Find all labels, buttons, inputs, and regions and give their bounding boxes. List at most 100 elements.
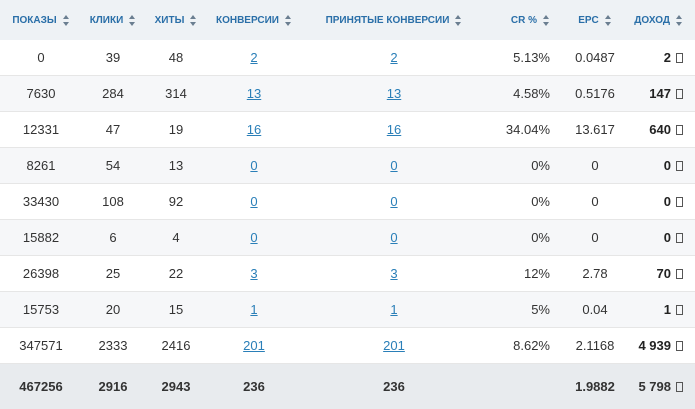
column-header-shows[interactable]: ПОКАЗЫ	[0, 0, 82, 40]
column-header-cr[interactable]: CR %	[488, 0, 560, 40]
column-header-clicks[interactable]: КЛИКИ	[82, 0, 144, 40]
sort-icon[interactable]	[455, 14, 462, 26]
cr-cell: 5.13%	[513, 50, 550, 65]
shows-cell: 26398	[22, 266, 60, 281]
clicks-cell: 39	[105, 50, 121, 65]
accepted-conversions-link[interactable]: 1	[390, 302, 398, 317]
currency-box-icon	[676, 340, 683, 351]
table-row: 15882 6 4 0 0 0% 0 0	[0, 220, 695, 256]
column-header-conversions[interactable]: КОНВЕРСИИ	[208, 0, 300, 40]
table-row: 12331 47 19 16 16 34.04% 13.617 640	[0, 112, 695, 148]
table-header: ПОКАЗЫ КЛИКИ ХИТЫ КОНВЕРСИИ ПРИНЯТЫЕ КОН…	[0, 0, 695, 40]
income-cell: 2	[630, 40, 695, 75]
accepted-conversions-link[interactable]: 0	[390, 194, 398, 209]
conversions-cell: 13	[208, 76, 300, 111]
conversions-cell: 201	[208, 328, 300, 363]
sort-icon[interactable]	[62, 14, 70, 26]
conversions-link[interactable]: 1	[250, 302, 258, 317]
sort-icon[interactable]	[129, 14, 136, 26]
cr-cell: 5%	[531, 302, 550, 317]
clicks-cell: 54	[105, 158, 121, 173]
conversions-link[interactable]: 3	[250, 266, 258, 281]
accepted-conversions-cell: 3	[300, 256, 488, 291]
table-row: 26398 25 22 3 3 12% 2.78 70	[0, 256, 695, 292]
accepted-conversions-link[interactable]: 0	[390, 230, 398, 245]
hits-cell: 2416	[161, 338, 191, 353]
conversions-link[interactable]: 16	[246, 122, 262, 137]
total-shows: 467256	[19, 379, 63, 394]
column-header-epc[interactable]: EPC	[560, 0, 630, 40]
conversions-link[interactable]: 0	[250, 230, 258, 245]
hits-cell: 314	[165, 86, 187, 101]
shows-cell: 347571	[19, 338, 63, 353]
epc-cell: 0.5176	[575, 86, 615, 101]
shows-cell: 8261	[26, 158, 56, 173]
shows-cell: 15753	[22, 302, 60, 317]
column-header-accepted-conversions[interactable]: ПРИНЯТЫЕ КОНВЕРСИИ	[300, 0, 488, 40]
conversions-link[interactable]: 201	[243, 338, 265, 353]
hits-cell: 22	[168, 266, 184, 281]
column-header-income[interactable]: ДОХОД	[630, 0, 695, 40]
accepted-conversions-link[interactable]: 3	[390, 266, 398, 281]
clicks-cell: 108	[102, 194, 124, 209]
hits-cell: 92	[168, 194, 184, 209]
shows-cell: 7630	[26, 86, 56, 101]
table-row: 7630 284 314 13 13 4.58% 0.5176 147	[0, 76, 695, 112]
accepted-conversions-link[interactable]: 0	[390, 158, 398, 173]
currency-box-icon	[676, 381, 683, 392]
currency-box-icon	[676, 160, 683, 171]
accepted-conversions-link[interactable]: 16	[386, 122, 402, 137]
accepted-conversions-cell: 2	[300, 40, 488, 75]
table-row: 8261 54 13 0 0 0% 0 0	[0, 148, 695, 184]
conversions-cell: 2	[208, 40, 300, 75]
total-epc: 1.9882	[575, 379, 615, 394]
conversions-cell: 0	[208, 184, 300, 219]
shows-cell: 33430	[22, 194, 60, 209]
clicks-cell: 2333	[98, 338, 128, 353]
income-cell: 0	[630, 220, 695, 255]
conversions-cell: 1	[208, 292, 300, 327]
cr-cell: 0%	[531, 158, 550, 173]
sort-icon[interactable]	[190, 14, 197, 26]
table-totals-row: 467256 2916 2943 236 236 1.9882 5 798	[0, 364, 695, 409]
total-clicks: 2916	[98, 379, 128, 394]
conversions-link[interactable]: 0	[250, 194, 258, 209]
epc-cell: 2.1168	[575, 338, 615, 353]
conversions-link[interactable]: 0	[250, 158, 258, 173]
total-income: 5 798	[630, 364, 695, 409]
conversions-link[interactable]: 13	[246, 86, 262, 101]
shows-cell: 15882	[22, 230, 60, 245]
sort-icon[interactable]	[676, 14, 683, 26]
epc-cell: 0	[591, 230, 599, 245]
shows-cell: 0	[37, 50, 45, 65]
accepted-conversions-cell: 0	[300, 148, 488, 183]
conversions-cell: 0	[208, 220, 300, 255]
cr-cell: 4.58%	[513, 86, 550, 101]
currency-box-icon	[676, 196, 683, 207]
table-row: 347571 2333 2416 201 201 8.62% 2.1168 4 939	[0, 328, 695, 364]
currency-box-icon	[676, 88, 683, 99]
cr-cell: 12%	[523, 266, 550, 281]
accepted-conversions-link[interactable]: 2	[390, 50, 398, 65]
column-header-hits[interactable]: ХИТЫ	[144, 0, 208, 40]
currency-box-icon	[676, 124, 683, 135]
clicks-cell: 25	[105, 266, 121, 281]
accepted-conversions-cell: 13	[300, 76, 488, 111]
income-cell: 4 939	[630, 328, 695, 363]
conversions-cell: 0	[208, 148, 300, 183]
accepted-conversions-link[interactable]: 201	[383, 338, 405, 353]
conversions-cell: 3	[208, 256, 300, 291]
sort-icon[interactable]	[285, 14, 292, 26]
conversions-link[interactable]: 2	[250, 50, 258, 65]
clicks-cell: 47	[105, 122, 121, 137]
accepted-conversions-link[interactable]: 13	[386, 86, 402, 101]
sort-icon[interactable]	[543, 14, 550, 26]
sort-icon[interactable]	[604, 14, 612, 26]
clicks-cell: 6	[109, 230, 117, 245]
table-row: 0 39 48 2 2 5.13% 0.0487 2	[0, 40, 695, 76]
total-accepted-conversions: 236	[383, 379, 405, 394]
income-cell: 640	[630, 112, 695, 147]
accepted-conversions-cell: 201	[300, 328, 488, 363]
accepted-conversions-cell: 0	[300, 184, 488, 219]
